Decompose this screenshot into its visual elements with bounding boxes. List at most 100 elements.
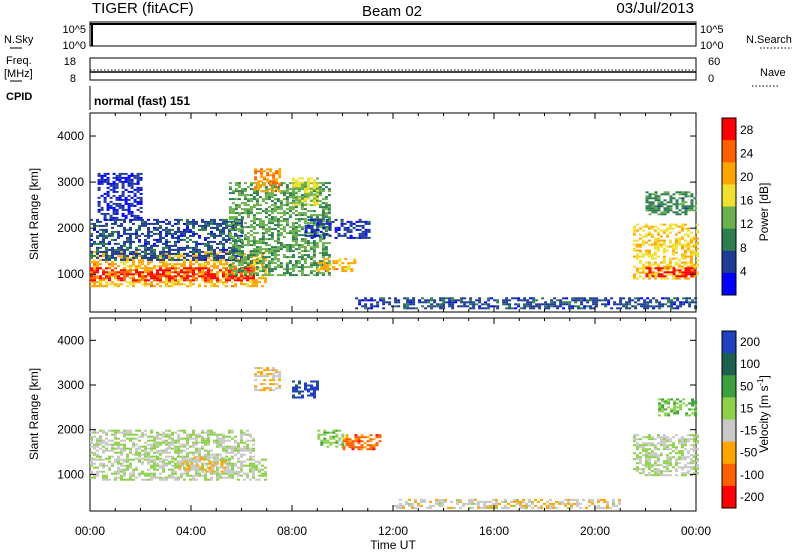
velocity-cell [162,449,165,452]
power-cell [156,222,159,225]
velocity-cell [351,448,355,451]
power-cell [327,194,331,197]
power-cell [165,222,168,225]
power-cell [298,177,301,180]
power-cell [318,226,322,229]
power-cell [574,305,578,308]
velocity-cell [441,498,444,501]
power-cell [246,216,250,219]
power-cell [322,234,326,237]
velocity-cell [132,468,135,471]
power-cell [243,253,246,256]
power-cell [653,237,657,240]
power-cell [683,227,687,230]
velocity-cell [213,431,216,434]
power-cell [472,303,476,306]
velocity-cell [254,375,258,378]
power-cell [675,213,679,216]
power-cell [234,240,238,243]
power-cell [228,192,232,195]
velocity-cell [180,476,183,479]
power-cell [651,207,655,210]
power-cell [275,180,279,183]
velocity-cell [129,458,132,461]
velocity-cell [432,504,435,507]
power-cell [99,240,102,243]
power-cell [684,275,688,278]
power-cell [689,245,693,248]
power-cell [285,250,289,253]
power-cell [666,271,670,274]
power-cell [641,255,645,258]
power-cell [254,168,258,171]
power-cell [680,235,684,238]
velocity-cell [120,443,123,446]
power-cell [270,258,274,261]
velocity-cell [231,472,234,475]
power-cell [321,238,325,241]
power-cell [261,275,264,278]
power-cell [668,227,672,230]
power-cell [662,243,666,246]
power-cell [668,239,672,242]
velocity-cell [108,439,111,442]
power-cell [183,228,186,231]
power-cell [321,184,325,187]
power-cell [97,174,101,177]
power-cell [657,205,661,208]
velocity-cell [96,443,99,446]
nsearch-tick-top: 10^5 [700,24,724,36]
power-cell [138,259,141,262]
power-cell [681,191,685,194]
power-cell [117,232,120,235]
power-cell [156,232,159,235]
velocity-cell [189,457,192,460]
power-cell [321,250,325,253]
power-cell [144,254,147,257]
power-cell [442,299,446,302]
power-cell [228,182,232,185]
power-cell [692,267,696,270]
power-cell [663,199,667,202]
power-cell [159,279,162,282]
velocity-cell [237,466,240,469]
velocity-cell [198,449,201,452]
power-cell [343,234,347,237]
power-cell [692,265,696,268]
power-cell [304,181,307,184]
power-cell [237,186,241,189]
power-cell [144,220,147,223]
power-cell [628,307,632,310]
power-cell [174,269,177,272]
velocity-cell [205,470,209,473]
power-cell [249,234,253,237]
power-cell [267,228,271,231]
power-cell [240,271,243,274]
velocity-cell [114,433,117,436]
velocity-cell [335,429,339,432]
power-cell [261,274,265,277]
velocity-cell [360,444,364,447]
power-cell [683,257,687,260]
velocity-cell [171,441,174,444]
velocity-cell [177,453,180,456]
power-cell [153,256,156,259]
power-cell [147,222,150,225]
power-cell [237,198,241,201]
velocity-cell [114,451,117,454]
velocity-cell [220,462,224,465]
power-cell [672,271,676,274]
power-cell [210,269,213,272]
velocity-cell [495,506,498,509]
power-cell [231,254,235,257]
power-cell [252,236,256,239]
power-cell [279,208,283,211]
power-cell [195,256,198,259]
velocity-cell [447,506,450,509]
velocity-cell [159,478,162,481]
power-cell [147,263,150,266]
power-cell [415,307,419,310]
power-cell [394,301,398,304]
power-cell [177,218,180,221]
power-cell [667,305,671,308]
